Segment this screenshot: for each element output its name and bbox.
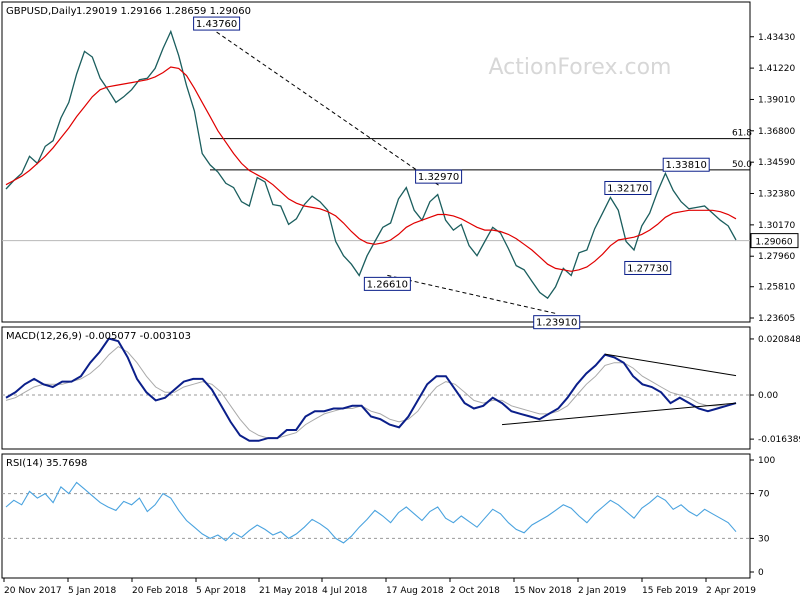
rsi-line (5, 481, 737, 544)
rsi-layer: 100 70 30 0 (2, 456, 775, 578)
x-tick-label: 4 Jul 2018 (322, 586, 367, 596)
macd-tick-label: -0.016389 (758, 435, 800, 445)
fib-level-label: 61.8 (732, 129, 752, 139)
price-tick-label: 1.39010 (758, 95, 795, 105)
rsi-panel (1, 453, 751, 579)
price-tick-label: 1.36800 (758, 127, 795, 137)
x-tick-label: 20 Feb 2018 (132, 586, 188, 596)
fib-level-label: 50.0 (732, 160, 752, 170)
x-tick-label: 2 Apr 2019 (706, 586, 756, 596)
price-tick-label: 1.32380 (758, 190, 795, 200)
rsi-tick-label: 30 (758, 534, 770, 544)
x-tick-label: 21 May 2018 (259, 586, 318, 596)
macd-line (5, 337, 737, 442)
x-tick-label: 5 Jan 2018 (68, 586, 116, 596)
price-annotation-box (415, 169, 463, 184)
price-annotation-label: 1.27730 (627, 263, 668, 274)
x-tick-label: 5 Apr 2018 (196, 586, 246, 596)
x-tick-label: 17 Aug 2018 (386, 586, 444, 596)
chart-ohlc: 1.29019 1.29166 1.28659 1.29060 (76, 6, 251, 17)
x-tick-label: 15 Feb 2019 (642, 586, 698, 596)
price-annotation-box (624, 260, 672, 275)
price-annotation-label: 1.26610 (367, 279, 408, 290)
watermark: ActionForex.com (489, 55, 672, 80)
price-tick-label: 1.27960 (758, 252, 795, 262)
current-price-tag: 1.29060 (755, 238, 792, 248)
rsi-tick-label: 100 (758, 456, 775, 466)
current-price-tag-box (750, 233, 799, 249)
price-tick-label: 1.41220 (758, 64, 795, 74)
x-axis: 20 Nov 2017 5 Jan 2018 20 Feb 2018 5 Apr 20… (3, 578, 756, 596)
price-annotation-label: 1.32970 (418, 172, 459, 183)
price-tick-label: 1.25810 (758, 283, 795, 293)
macd-tick-label: 0.00 (758, 391, 778, 401)
rsi-label: RSI(14) 35.7698 (6, 458, 87, 469)
x-tick-label: 20 Nov 2017 (4, 586, 62, 596)
price-annotation-box (604, 180, 652, 195)
price-tick-label: 1.43430 (758, 33, 795, 43)
chart-symbol: GBPUSD,Daily (6, 6, 77, 17)
x-tick-label: 2 Oct 2018 (450, 586, 500, 596)
macd-trendline (501, 402, 737, 426)
macd-label: MACD(12,26,9) -0.005077 -0.003103 (6, 331, 191, 342)
price-annotation-box (662, 157, 710, 172)
moving-average-line (5, 66, 737, 272)
macd-layer: 0.020848 0.00 -0.016389 (2, 335, 800, 445)
price-annotation-label: 1.23910 (536, 318, 577, 329)
x-tick-label: 15 Nov 2018 (514, 586, 572, 596)
price-annotation-label: 1.32170 (607, 183, 648, 194)
x-tick-label: 2 Jan 2019 (578, 586, 626, 596)
price-layer: 61.8 50.0 1.43760 1.32970 1.26610 1.23910 1.32… (2, 16, 799, 330)
macd-tick-label: 0.020848 (758, 335, 800, 345)
dashed-trendline (387, 274, 557, 315)
price-tick-label: 1.30170 (758, 221, 795, 231)
rsi-tick-label: 70 (758, 490, 770, 500)
macd-signal-line (5, 345, 737, 439)
price-tick-label: 1.23605 (758, 314, 795, 324)
price-annotation-box (363, 276, 411, 291)
dashed-trendline (216, 31, 439, 186)
rsi-tick-label: 0 (758, 568, 764, 578)
macd-panel (1, 326, 751, 450)
price-annotation-box (533, 315, 581, 330)
price-annotation-box (193, 16, 241, 31)
macd-trendline (604, 353, 737, 377)
price-tick-label: 1.34590 (758, 158, 795, 168)
price-annotation-label: 1.33810 (666, 160, 707, 171)
price-series-line (5, 29, 737, 300)
price-annotation-label: 1.43760 (196, 19, 237, 30)
